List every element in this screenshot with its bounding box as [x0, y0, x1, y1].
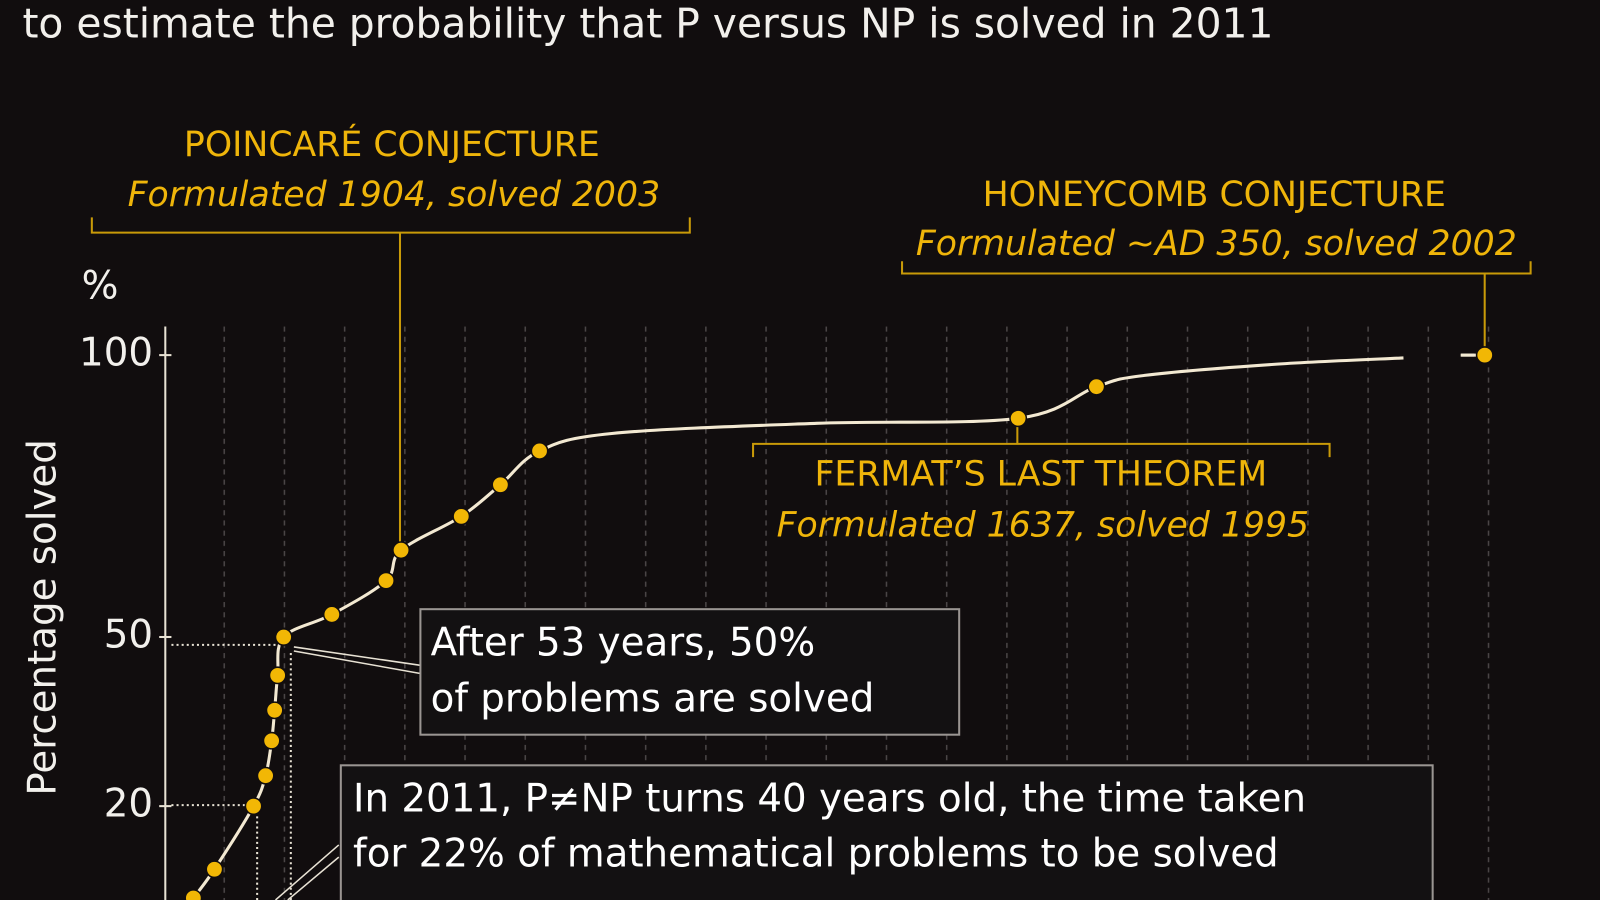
guide-lines: [171, 643, 292, 900]
data-point: [262, 731, 281, 750]
data-point: [1009, 409, 1028, 428]
data-point: [205, 860, 224, 879]
honeycomb-bracket: [901, 261, 1532, 349]
y-tick-label: 20: [104, 782, 153, 827]
data-point: [377, 571, 395, 590]
callout-pointer: [293, 646, 421, 675]
data-point: [1475, 346, 1494, 365]
data-point: [491, 475, 510, 494]
data-point: [268, 666, 287, 685]
callout-box: [339, 764, 1434, 900]
annotation-title: HONEYCOMB CONJECTURE: [983, 175, 1446, 215]
data-point: [274, 628, 293, 646]
data-point: [244, 797, 263, 816]
annotation-title: POINCARÉ CONJECTURE: [184, 123, 600, 165]
data-point: [322, 605, 341, 624]
data-point: [256, 766, 275, 785]
callout-text: After 53 years, 50%: [431, 620, 816, 665]
annotation-subtitle: Formulated 1637, solved 1995: [777, 506, 1310, 546]
callout-text: of problems are solved: [431, 677, 875, 722]
callout-pointer: [275, 844, 340, 900]
callout-box: [419, 608, 961, 736]
annotation-subtitle: Formulated 1904, solved 2003: [128, 175, 661, 215]
data-point: [265, 701, 284, 720]
y-axis-label: Percentage solved: [20, 439, 65, 795]
data-point: [1087, 377, 1106, 396]
data-point: [392, 541, 410, 560]
annotation-subtitle: Formulated ~AD 350, solved 2002: [916, 224, 1517, 264]
callout-text: for 22% of mathematical problems to be s…: [353, 832, 1279, 877]
data-point: [184, 889, 203, 900]
chart-title: to estimate the probability that P versu…: [22, 0, 1273, 48]
data-point: [452, 507, 471, 526]
data-point: [530, 442, 549, 460]
annotation-title: FERMAT’S LAST THEOREM: [814, 455, 1267, 495]
y-tick-label: 100: [79, 331, 153, 376]
callout-text: In 2011, P≠NP turns 40 years old, the ti…: [353, 777, 1306, 822]
poincare-bracket: [90, 217, 691, 552]
y-unit: %: [82, 263, 119, 308]
y-tick-label: 50: [104, 613, 153, 658]
